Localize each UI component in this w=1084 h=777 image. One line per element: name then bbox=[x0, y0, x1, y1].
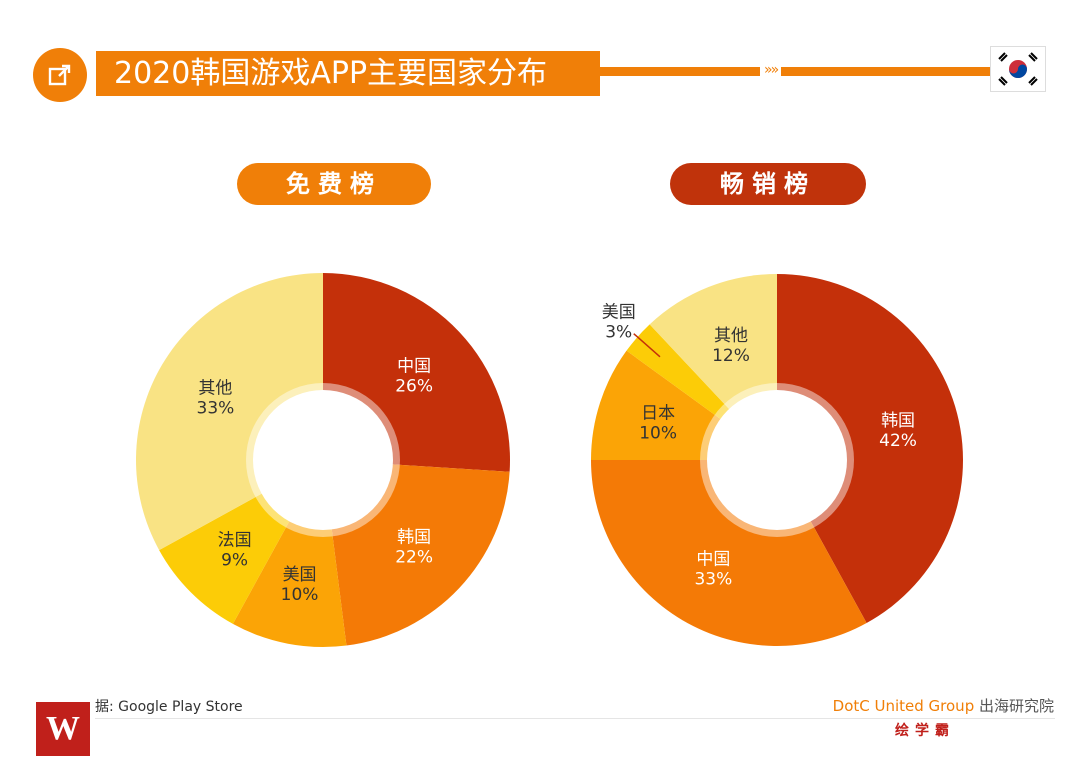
free-value-1: 22% bbox=[395, 548, 433, 568]
grossing-label-2: 日本 bbox=[641, 403, 675, 423]
grossing-label-1: 中国 bbox=[696, 550, 730, 570]
header-bar bbox=[600, 67, 1000, 76]
free-value-4: 33% bbox=[197, 398, 235, 418]
free-label-0: 中国 bbox=[397, 356, 431, 376]
chart-title-grossing: 畅销榜 bbox=[670, 163, 866, 205]
page-title: 2020韩国游戏APP主要国家分布 bbox=[96, 51, 600, 96]
grossing-slice-0 bbox=[777, 274, 963, 623]
korea-flag-icon bbox=[990, 46, 1046, 92]
grossing-hole bbox=[707, 390, 847, 530]
chart-title-free: 免费榜 bbox=[237, 163, 431, 205]
brand: DotC United Group 出海研究院 bbox=[833, 695, 1054, 716]
free-value-2: 10% bbox=[281, 585, 319, 605]
header-icon-circle bbox=[33, 48, 87, 102]
free-label-3: 法国 bbox=[218, 530, 252, 550]
free-value-3: 9% bbox=[221, 550, 248, 570]
grossing-leader-3 bbox=[633, 333, 661, 358]
free-label-1: 韩国 bbox=[397, 528, 431, 548]
brand-en: DotC United Group bbox=[832, 697, 975, 715]
grossing-value-2: 10% bbox=[639, 423, 677, 443]
logo-w-icon: W bbox=[36, 702, 90, 756]
grossing-label-3: 美国 bbox=[602, 302, 636, 322]
grossing-label-4: 其他 bbox=[714, 326, 748, 346]
grossing-value-1: 33% bbox=[694, 570, 732, 590]
export-icon bbox=[48, 64, 71, 86]
data-source: 据: Google Play Store bbox=[95, 699, 243, 715]
brand-sub: 绘学霸 bbox=[895, 723, 955, 739]
free-label-2: 美国 bbox=[283, 565, 317, 585]
header-arrows: »» bbox=[760, 62, 782, 78]
grossing-value-3: 3% bbox=[605, 322, 632, 342]
free-hole bbox=[253, 390, 393, 530]
grossing-value-0: 42% bbox=[879, 431, 917, 451]
grossing-label-0: 韩国 bbox=[881, 411, 915, 431]
grossing-value-4: 12% bbox=[712, 346, 750, 366]
footer-divider bbox=[95, 718, 1055, 719]
free-label-4: 其他 bbox=[198, 378, 232, 398]
free-value-0: 26% bbox=[395, 376, 433, 396]
brand-cn: 出海研究院 bbox=[974, 697, 1054, 715]
